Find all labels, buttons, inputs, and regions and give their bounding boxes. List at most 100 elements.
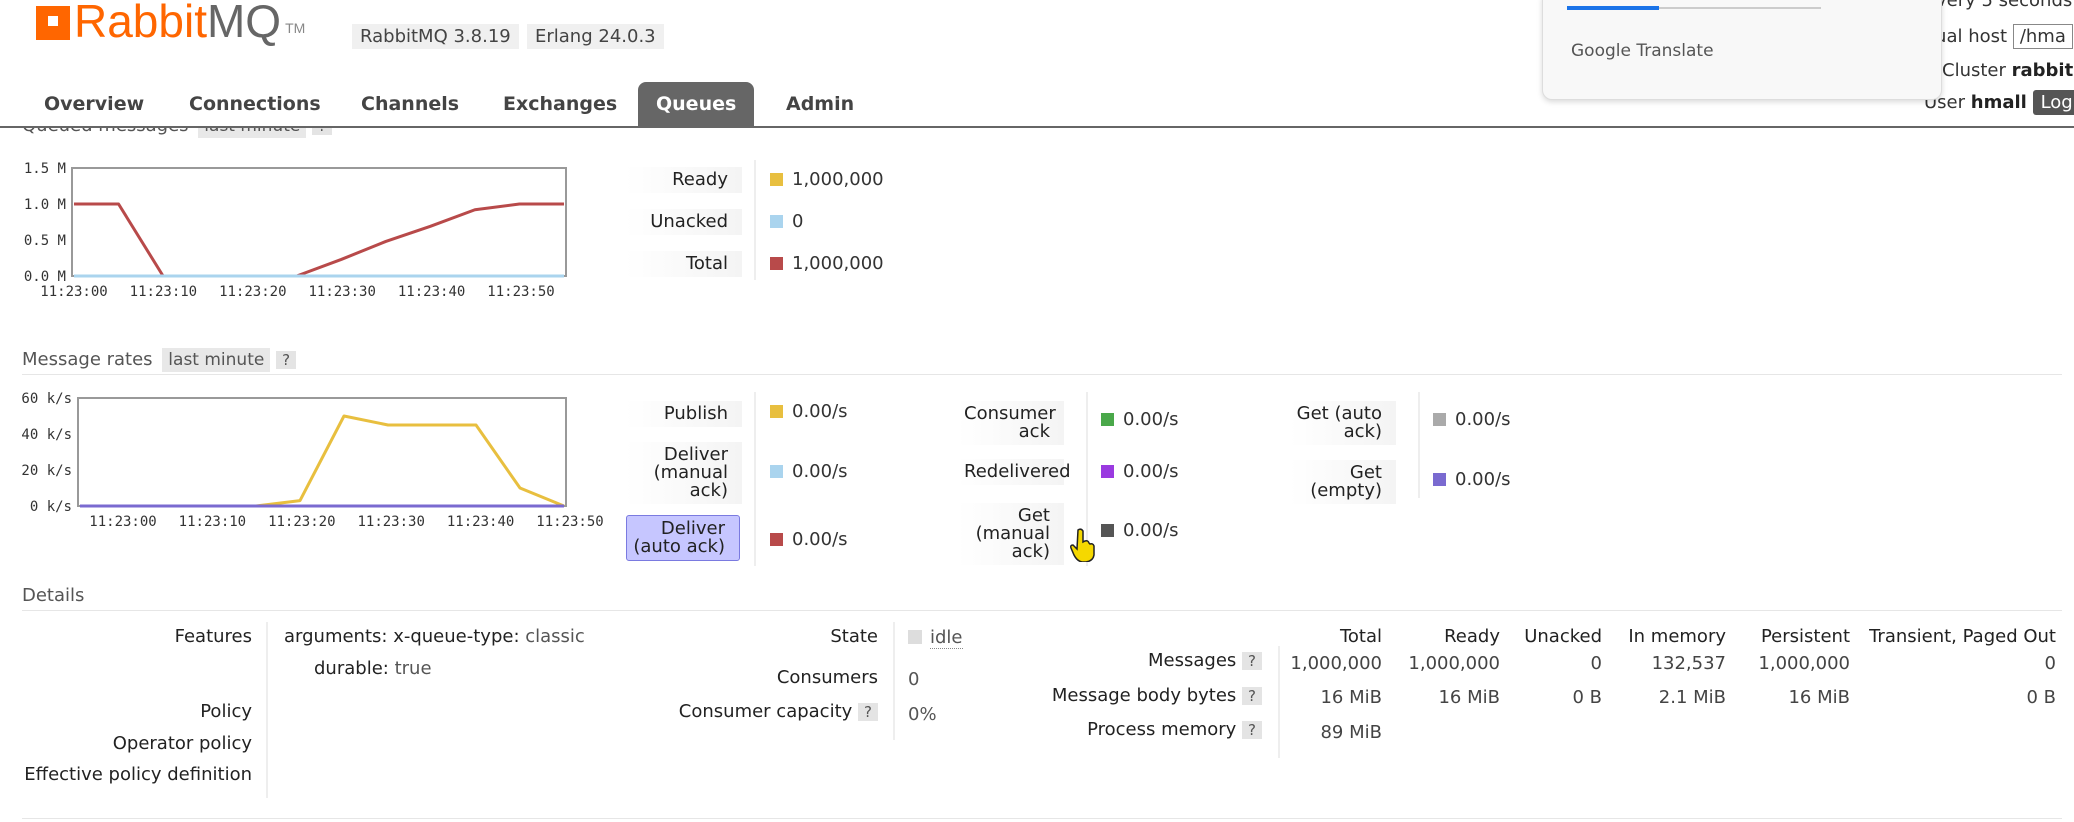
tab-channels[interactable]: Channels: [361, 93, 460, 115]
process-memory-label: Process memory ?: [1000, 719, 1262, 740]
legend-unacked-value: 0: [770, 211, 803, 232]
details-rule: [22, 610, 2062, 611]
chart-1-xtick: 11:23:40: [447, 514, 514, 530]
chart-0-ytick: 0.5 M: [24, 233, 66, 249]
chart-0-xtick: 11:23:50: [487, 284, 554, 300]
legend-consumer-ack-label[interactable]: Consumer ack: [958, 401, 1064, 445]
legend-total-value: 1,000,000: [770, 253, 884, 274]
messages-row-label: Messages ?: [1000, 650, 1262, 671]
legend-get-empty-label[interactable]: Get (empty): [1290, 460, 1396, 504]
process-memory-help[interactable]: ?: [1242, 721, 1262, 739]
operator-policy-label: Operator policy: [112, 733, 252, 754]
chart-0-xtick: 11:23:10: [130, 284, 197, 300]
chart-1-ytick: 0 k/s: [30, 499, 72, 515]
consumers-label: Consumers: [776, 667, 878, 688]
cluster-name: rabbit@: [2011, 60, 2074, 81]
legend-redelivered-swatch: [1101, 465, 1114, 478]
message-rates-help[interactable]: ?: [276, 351, 297, 369]
erlang-version: Erlang 24.0.3: [527, 24, 664, 49]
chart-0-ytick: 0.0 M: [24, 269, 66, 285]
virtual-host-label: tual host: [1928, 26, 2008, 47]
tab-queues[interactable]: Queues: [638, 82, 755, 128]
messages-help[interactable]: ?: [1242, 652, 1262, 670]
bottom-rule: [22, 818, 2062, 819]
message-body-bytes-help[interactable]: ?: [1242, 687, 1262, 705]
message-body-bytes-label: Message body bytes ?: [1000, 685, 1262, 706]
messages-transient: 0: [2044, 653, 2056, 674]
consumers-value: 0: [908, 669, 920, 690]
col-header-unacked: Unacked: [1524, 626, 1602, 647]
legend-total-label: Total: [626, 251, 742, 277]
chart-0-xtick: 11:23:00: [40, 284, 107, 300]
legend-publish-swatch: [770, 405, 783, 418]
virtual-host-select[interactable]: /hma: [2012, 24, 2073, 49]
details-title[interactable]: Details: [22, 585, 85, 606]
legend-deliver-auto-label[interactable]: Deliver (auto ack): [626, 515, 740, 561]
legend-get-auto-swatch: [1433, 413, 1446, 426]
refresh-interval[interactable]: very 5 seconds: [1936, 0, 2073, 11]
queued-messages-help[interactable]: ?: [312, 128, 333, 135]
legend-publish-label[interactable]: Publish: [626, 401, 742, 427]
consumer-capacity-help[interactable]: ?: [858, 703, 878, 721]
legend-consumer-ack-value: 0.00/s: [1101, 409, 1179, 430]
legend-deliver-manual-value: 0.00/s: [770, 461, 848, 482]
message-rates-rule: [22, 374, 2062, 375]
queue-type-value: classic: [525, 626, 585, 647]
features-label: Features: [174, 626, 252, 647]
rabbitmq-version: RabbitMQ 3.8.19: [352, 24, 519, 49]
messages-total: 1,000,000: [1290, 653, 1382, 674]
queued-messages-range[interactable]: last minute: [198, 128, 307, 138]
chart-0-ytick: 1.5 M: [24, 161, 66, 177]
durable-row: durable: true: [314, 658, 432, 679]
col-header-transient-paged-out: Transient, Paged Out: [1869, 626, 2056, 647]
col-header-ready: Ready: [1444, 626, 1500, 647]
tab-connections[interactable]: Connections: [189, 93, 321, 115]
legend-ready-value: 1,000,000: [770, 169, 884, 190]
legend-redelivered-label[interactable]: Redelivered: [958, 459, 1071, 485]
col-header-in-memory: In memory: [1628, 626, 1726, 647]
legend-deliver-manual-label[interactable]: Deliver (manual ack): [626, 442, 742, 504]
rates-divider-1: [754, 392, 756, 566]
google-translate-popup[interactable]: Google Translate: [1542, 0, 1942, 100]
effective-policy-label: Effective policy definition: [24, 764, 252, 785]
legend-get-manual-swatch: [1101, 524, 1114, 537]
legend-get-auto-label[interactable]: Get (auto ack): [1290, 401, 1396, 445]
details-divider-3: [1278, 646, 1280, 758]
bytes-transient: 0 B: [2026, 687, 2056, 708]
chart-1-xtick: 11:23:30: [357, 514, 424, 530]
logout-button[interactable]: Log: [2032, 90, 2074, 115]
legend-unacked-label: Unacked: [626, 209, 742, 235]
legend-get-manual-label[interactable]: Get (manual ack): [958, 503, 1064, 565]
bytes-unacked: 0 B: [1572, 687, 1602, 708]
legend-get-manual-value: 0.00/s: [1101, 520, 1179, 541]
rabbitmq-logo[interactable]: RabbitMQ TM: [36, 0, 305, 48]
chart-0-ytick: 1.0 M: [24, 197, 66, 213]
message-rates-range[interactable]: last minute: [162, 348, 271, 372]
durable-value: true: [394, 658, 432, 679]
legend-get-empty-swatch: [1433, 473, 1446, 486]
state-value: idle: [908, 627, 963, 649]
legend-unacked-swatch: [770, 215, 783, 228]
process-memory-total: 89 MiB: [1320, 722, 1382, 743]
chart-1-plot-area: [77, 397, 567, 507]
message-rates-header: Message rates last minute ?: [22, 348, 297, 372]
google-translate-label: Google Translate: [1571, 41, 1714, 61]
chart-1-xtick: 11:23:10: [179, 514, 246, 530]
legend-publish-value: 0.00/s: [770, 401, 848, 422]
chart-1-xtick: 11:23:20: [268, 514, 335, 530]
logo-tm: TM: [285, 20, 306, 36]
chart-0-xtick: 11:23:20: [219, 284, 286, 300]
rabbitmq-logo-icon: [36, 6, 70, 40]
chart-0-xtick: 11:23:40: [398, 284, 465, 300]
tab-overview[interactable]: Overview: [44, 93, 145, 115]
tab-admin[interactable]: Admin: [786, 93, 855, 115]
legend-total-swatch: [770, 257, 783, 270]
chart-1-ytick: 40 k/s: [21, 427, 72, 443]
col-header-total: Total: [1339, 626, 1382, 647]
chart-1-xtick: 11:23:50: [536, 514, 603, 530]
rates-divider-3: [1418, 392, 1420, 498]
logo-rabbit-text: Rabbit: [74, 0, 207, 47]
chart-0-plot-area: [71, 167, 567, 277]
legend-consumer-ack-swatch: [1101, 413, 1114, 426]
tab-exchanges[interactable]: Exchanges: [503, 93, 618, 115]
